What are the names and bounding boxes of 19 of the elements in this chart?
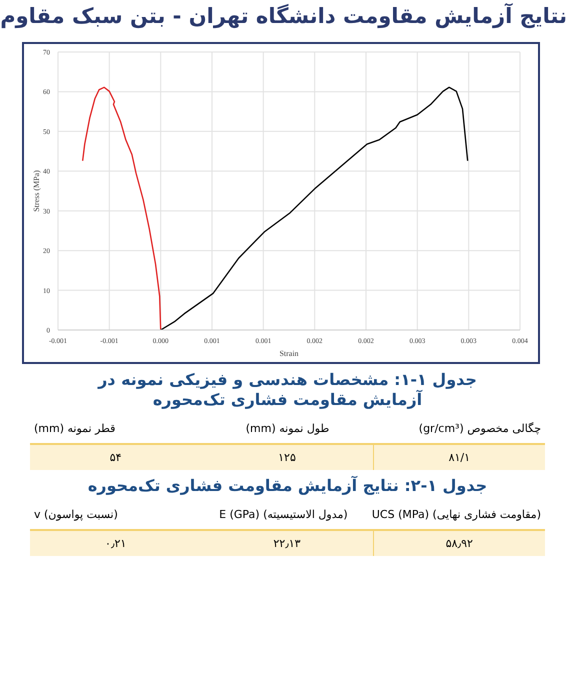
- text: ۱۲۵: [277, 450, 297, 466]
- text: ۰٫۲۱: [104, 536, 128, 552]
- text: ۵۴: [108, 450, 123, 466]
- text: چگالی مخصوص (gr/cm³): [418, 421, 542, 437]
- text: (نسبت پواسون) v: [33, 507, 119, 523]
- text: جدول ۱-۱: مشخصات هندسی و فیزیکی نمونه در آزمایش مقاومت فشاری تک‌محوره: [96, 370, 478, 410]
- text: جدول ۱-۲: نتایج آزمایش مقاومت فشاری تک‌محوره: [86, 476, 488, 496]
- text: قطر نمونه (mm): [32, 421, 116, 437]
- x-axis-title: Strain: [279, 349, 299, 358]
- text: (مقاومت فشاری نهایی) UCS (MPa): [370, 507, 542, 523]
- y-axis-title: Stress (MPa): [32, 170, 41, 212]
- text: ۸۱/۱: [372, 445, 545, 470]
- chart-title: نتایج آزمایش مقاومت دانشگاه تهران - بتن سبک مقاوم: [0, 4, 567, 28]
- text: ۵۸٫۹۲: [372, 531, 545, 556]
- text: (مدول الاستیسیته) E (GPa): [218, 507, 349, 523]
- line-series: [160, 86, 468, 330]
- line-series: [82, 86, 162, 330]
- text: طول نمونه (mm): [244, 421, 330, 437]
- text: ۲۲٫۱۳: [272, 536, 302, 552]
